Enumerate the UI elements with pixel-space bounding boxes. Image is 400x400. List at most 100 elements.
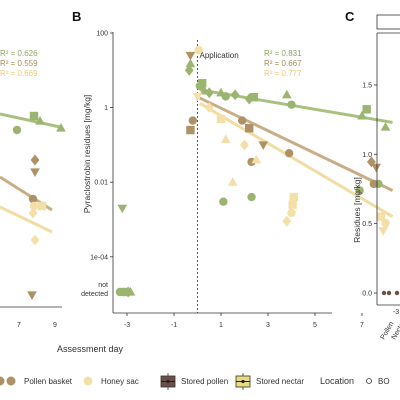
panel-b: B Pyraclostrobin residues [mg/kg] 100 1 0.… xyxy=(72,9,394,329)
panel-a-r2-pollen: R² = 0.626 xyxy=(0,49,38,58)
panel-b-point-pollen xyxy=(198,79,207,88)
panel-a-x-tick: 7 xyxy=(17,322,21,329)
panel-b-point-honey_sac xyxy=(194,45,203,55)
panel-a: R² = 0.626 R² = 0.559 R² = 0.669 7 9 xyxy=(0,49,66,329)
legend-item-honey-sac-icon xyxy=(83,376,93,386)
panel-b-point-honey_sac xyxy=(378,227,388,236)
panel-c-point xyxy=(381,290,387,296)
panel-a-line-pollen xyxy=(0,112,61,129)
panel-b-point-pollen_basket xyxy=(185,51,196,61)
panel-b-y-axis-title: Pyraclostrobin residues [mg/kg] xyxy=(82,95,92,214)
panel-c-zero-points xyxy=(381,290,400,296)
panel-c-strip xyxy=(376,14,400,30)
panel-a-r2-basket: R² = 0.559 xyxy=(0,59,38,68)
panel-c-point xyxy=(386,290,392,296)
panel-c-y-axis-title: Residues [mg/kg] xyxy=(352,177,362,243)
panel-b-x-tick-label: 5 xyxy=(313,322,317,329)
panel-a-point-honey_sac xyxy=(37,201,47,211)
panel-b-point-honey_sac xyxy=(282,215,292,227)
panel-b-point-honey_sac xyxy=(240,139,249,151)
panel-c-y-tick-label: 1.0 xyxy=(362,152,372,159)
panel-b-point-honey_sac xyxy=(216,114,226,124)
panel-b-x-tick-label: 7 xyxy=(360,322,364,329)
legend-location-bo-icon xyxy=(366,378,372,384)
panel-c-y-tick-label: 0.5 xyxy=(362,221,372,228)
panel-a-point-honey_sac xyxy=(28,207,38,219)
panel-a-point-pollen_basket xyxy=(27,291,37,301)
panel-b-point-pollen xyxy=(380,122,391,131)
panel-b-x-tick-label: -3 xyxy=(124,322,130,329)
panel-b-point-pollen_basket xyxy=(245,124,254,133)
panel-b-point-pollen xyxy=(287,100,296,109)
legend: Pollen basket Honey sac Stored pollen St… xyxy=(0,373,390,390)
panel-b-point-honey_sac xyxy=(381,218,390,228)
panel-a-x-tick: 9 xyxy=(53,322,57,329)
panel-b-point-pollen xyxy=(123,286,133,298)
panel-a-point-pollen_basket xyxy=(28,194,38,204)
legend-item-stored-pollen-icon xyxy=(160,373,176,390)
panel-a-point-pollen xyxy=(56,122,66,132)
legend-item-stored-pollen-label: Stored pollen xyxy=(181,377,228,386)
panel-b-y-tick-label: 1 xyxy=(104,105,108,112)
panel-b-y-tick-label: 1e-04 xyxy=(90,254,108,261)
panel-b-point-honey_sac xyxy=(287,208,296,218)
panel-a-line-honey xyxy=(0,205,53,234)
panel-c-y-tick-label: 0.0 xyxy=(362,291,372,298)
panel-b-x-tick-label: 3 xyxy=(266,322,270,329)
panel-b-point-pollen xyxy=(281,89,292,99)
legend-item-stored-nectar-icon xyxy=(235,373,251,390)
panel-a-point-honey_sac xyxy=(30,234,40,246)
panel-b-points xyxy=(115,45,391,298)
panel-b-point-pollen xyxy=(117,204,128,214)
panel-c-y-tick-label: 1.5 xyxy=(362,82,372,89)
panel-b-y-ticks: 100 1 0.01 1e-04 xyxy=(90,31,113,261)
panel-b-x-tick-label: -1 xyxy=(171,322,177,329)
panel-b-point-pollen xyxy=(219,197,228,206)
panel-b-letter: B xyxy=(72,9,81,24)
panel-b-point-honey_sac xyxy=(288,200,297,209)
panel-a-point-pollen xyxy=(29,111,39,121)
panel-b-point-pollen xyxy=(249,93,259,102)
panel-b-point-honey_sac xyxy=(251,154,262,164)
panel-c: C Residues [mg/kg] 0.00.51.01.5 -3 Polle… xyxy=(345,9,400,341)
legend-location-title: Location xyxy=(320,376,354,386)
panel-b-point-pollen xyxy=(362,105,371,114)
legend-item-pollen-basket-icon xyxy=(0,376,5,386)
legend-item-pollen-basket-icon xyxy=(6,376,16,386)
legend-item-honey-sac-label: Honey sac xyxy=(101,377,139,386)
panel-a-point-pollen xyxy=(35,115,45,125)
panel-a-point-pollen_basket xyxy=(30,168,40,178)
panel-a-points xyxy=(12,111,66,301)
panel-b-x-tick-label: 1 xyxy=(219,322,223,329)
panel-b-point-pollen xyxy=(230,89,240,101)
panel-a-point-honey_sac xyxy=(29,201,39,211)
panel-b-point-pollen xyxy=(355,186,364,195)
panel-b-point-pollen xyxy=(357,110,367,120)
panel-b-r2-honey: R² = 0.777 xyxy=(264,69,302,78)
panel-b-point-pollen xyxy=(184,64,194,76)
panel-b-point-honey_sac xyxy=(204,102,214,114)
panel-a-r2-honey: R² = 0.669 xyxy=(0,69,38,78)
panel-c-letter: C xyxy=(345,9,355,24)
panel-b-y-tick-label: 100 xyxy=(96,31,108,38)
panel-b-r2-pollen: R² = 0.831 xyxy=(264,49,302,58)
panel-b-point-pollen_basket xyxy=(258,141,269,150)
panel-b-point-pollen xyxy=(247,192,256,202)
panel-b-application-label: Application xyxy=(200,51,239,60)
panel-b-point-honey_sac xyxy=(289,192,299,202)
panel-b-point-honey_sac xyxy=(227,177,238,186)
panel-b-point-pollen xyxy=(185,58,196,68)
panel-b-point-honey_sac xyxy=(220,134,231,144)
x-axis-title: Assessment day xyxy=(57,344,124,354)
panel-b-fit-line-pollen_basket xyxy=(199,96,394,192)
panel-c-x-tick-nectar: Necta xyxy=(391,322,400,341)
panel-b-point-pollen_basket xyxy=(369,179,378,189)
panel-a-point-pollen xyxy=(12,125,22,135)
panel-b-point-pollen_basket xyxy=(237,116,247,125)
panel-a-point-pollen_basket xyxy=(30,154,40,166)
legend-item-stored-nectar-label: Stored nectar xyxy=(256,377,304,386)
panel-b-x-ticks: -3-113579 xyxy=(124,313,364,329)
panel-c-point xyxy=(394,290,400,296)
panel-b-not-detected-label: detected xyxy=(81,291,108,298)
panel-b-point-honey_sac xyxy=(192,92,203,102)
